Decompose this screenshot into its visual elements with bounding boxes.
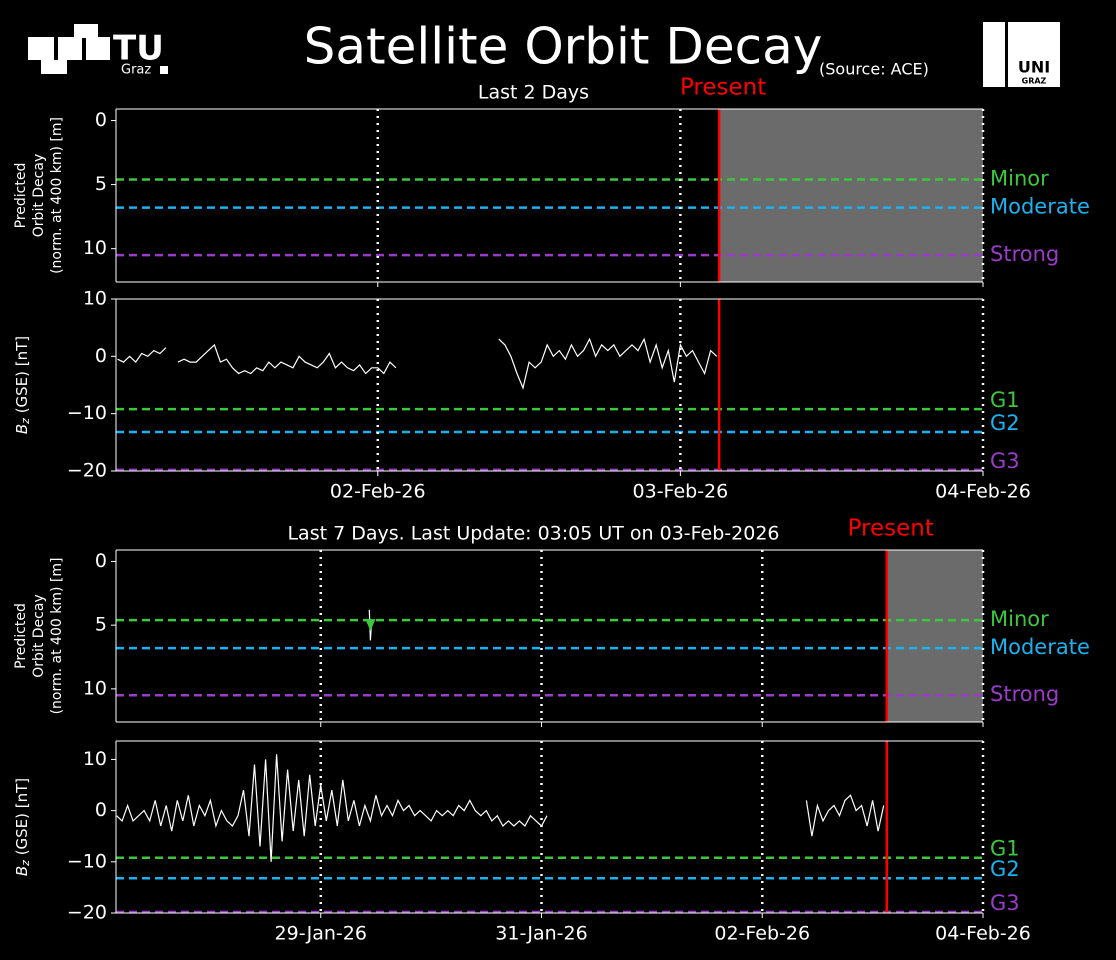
future-shade (719, 109, 983, 282)
y-axis-label-symbol: B (13, 424, 31, 434)
data-line (117, 337, 718, 390)
y-tick-label: −20 (67, 902, 107, 924)
threshold-label: Moderate (990, 635, 1090, 659)
x-tick-label: 31-Jan-26 (495, 923, 587, 945)
y-axis-label: Orbit Decay (31, 154, 47, 237)
threshold-label: Minor (990, 607, 1049, 631)
threshold-label: G2 (990, 411, 1020, 435)
logo-subtext: GRAZ (1022, 77, 1047, 86)
y-tick-label: −20 (67, 460, 107, 482)
page-title: Satellite Orbit Decay (304, 18, 823, 76)
present-label: Present (848, 516, 934, 542)
y-tick-label: 0 (95, 799, 107, 821)
y-tick-label: 10 (83, 237, 107, 259)
y-tick-label: 0 (95, 550, 107, 572)
chart-title: Last 2 Days (478, 82, 589, 104)
y-axis-label-text: (GSE) [nT] (13, 778, 31, 860)
y-tick-label: 0 (95, 345, 107, 367)
y-axis-label-subscript: z (19, 418, 32, 425)
y-tick-label: 0 (95, 109, 107, 131)
x-tick-label: 04-Feb-26 (935, 481, 1031, 503)
y-tick-label: −10 (67, 850, 107, 872)
source-note: (Source: ACE) (819, 60, 929, 79)
threshold-label: Moderate (990, 195, 1090, 219)
data-line (116, 754, 885, 862)
y-axis-label: Orbit Decay (31, 594, 47, 677)
threshold-label: Minor (990, 166, 1049, 190)
y-tick-label: 10 (83, 677, 107, 699)
uni-graz-logo: UNI GRAZ (983, 22, 1060, 87)
logo-text: TU (113, 29, 164, 69)
threshold-label: G3 (990, 449, 1020, 473)
y-axis-label-subscript: z (19, 860, 32, 867)
threshold-label: G1 (990, 837, 1020, 861)
y-tick-label: 5 (95, 173, 107, 195)
threshold-label: Strong (990, 682, 1059, 706)
y-tick-label: −10 (67, 402, 107, 424)
y-tick-label: 10 (83, 748, 107, 770)
threshold-label: Strong (990, 242, 1059, 266)
y-axis-label: Bz (GSE) [nT] (13, 778, 33, 876)
x-tick-label: 02-Feb-26 (714, 923, 810, 945)
x-tick-label: 04-Feb-26 (935, 923, 1031, 945)
y-tick-label: 5 (95, 614, 107, 636)
y-axis-label: (norm. at 400 km) [m] (49, 558, 65, 715)
data-marker (365, 619, 376, 632)
x-tick-label: 02-Feb-26 (330, 481, 426, 503)
y-axis-label: Predicted (13, 603, 29, 669)
chart-title: Last 7 Days. Last Update: 03:05 UT on 03… (287, 523, 779, 545)
future-shade (886, 550, 983, 722)
tu-graz-logo: TU Graz (28, 24, 168, 78)
logo-subtext: Graz (121, 63, 151, 78)
logo-text: UNI (1018, 58, 1050, 77)
threshold-label: G3 (990, 891, 1020, 915)
x-tick-label: 03-Feb-26 (633, 481, 729, 503)
y-tick-label: 10 (83, 288, 107, 310)
y-axis-label: Bz (GSE) [nT] (13, 336, 33, 434)
y-axis-label-text: (GSE) [nT] (13, 336, 31, 418)
y-axis-label: (norm. at 400 km) [m] (49, 117, 65, 274)
y-axis-label: Predicted (13, 163, 29, 229)
y-axis-label-symbol: B (13, 866, 31, 876)
x-tick-label: 29-Jan-26 (275, 923, 367, 945)
threshold-label: G1 (990, 388, 1020, 412)
threshold-label: G2 (990, 857, 1020, 881)
present-label: Present (680, 75, 766, 101)
